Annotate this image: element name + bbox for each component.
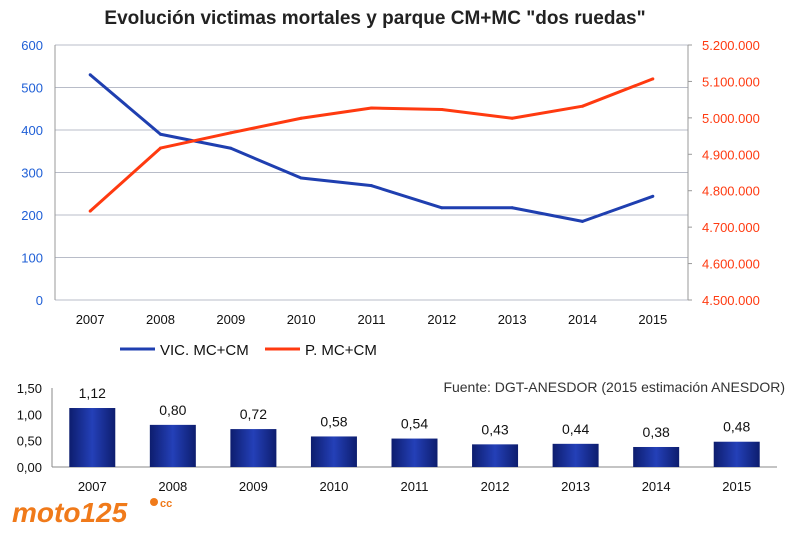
data-point [440, 107, 444, 111]
data-point [159, 146, 162, 150]
bar-data-label: 0,48 [723, 419, 750, 435]
data-point [510, 206, 514, 210]
legend-label-vic: VIC. MC+CM [160, 342, 249, 359]
data-point [159, 132, 162, 136]
x-tick-label: 2008 [146, 312, 175, 327]
x-tick-label: 2011 [358, 312, 386, 327]
y-right-tick-label: 5.100.000 [702, 74, 760, 89]
series-line-0 [89, 73, 654, 223]
data-point [440, 206, 444, 210]
data-point [88, 73, 92, 77]
bar [713, 441, 760, 467]
bar-y-tick-label: 1,00 [17, 407, 42, 422]
bar-y-tick-label: 1,50 [17, 381, 42, 396]
y-left-tick-label: 300 [21, 166, 43, 181]
bar-x-tick-label: 2011 [401, 479, 429, 494]
x-tick-label: 2010 [287, 312, 316, 327]
bar-x-tick-label: 2007 [78, 479, 107, 494]
bar [69, 408, 116, 467]
y-right-tick-label: 5.000.000 [702, 111, 760, 126]
data-point [581, 219, 584, 223]
y-left-tick-label: 400 [21, 123, 43, 138]
y-left-tick-label: 0 [36, 293, 43, 308]
x-tick-label: 2014 [568, 312, 597, 327]
data-point [370, 184, 373, 188]
bar-x-tick-label: 2014 [642, 479, 671, 494]
data-point [651, 77, 655, 81]
data-point [299, 176, 303, 180]
data-point [370, 106, 373, 110]
bar-data-label: 0,80 [159, 402, 186, 418]
x-tick-label: 2007 [76, 312, 105, 327]
svg-text:cc: cc [160, 498, 172, 510]
y-left-tick-label: 200 [21, 208, 43, 223]
bar-x-tick-label: 2009 [239, 479, 268, 494]
logo: moto125 cc [12, 497, 172, 528]
bar-data-label: 1,12 [79, 385, 106, 401]
data-point [88, 209, 92, 213]
bar-data-label: 0,54 [401, 416, 428, 432]
x-tick-label: 2009 [216, 312, 245, 327]
bar-x-tick-label: 2012 [481, 479, 510, 494]
data-point [299, 116, 303, 120]
legend-label-parque: P. MC+CM [305, 342, 377, 359]
y-right-tick-label: 4.600.000 [702, 257, 760, 272]
bar-data-label: 0,44 [562, 421, 589, 437]
bar-data-label: 0,38 [643, 424, 670, 440]
bar-x-tick-label: 2013 [561, 479, 590, 494]
bar [633, 446, 680, 467]
data-point [510, 116, 514, 120]
data-point [229, 146, 233, 150]
bar [149, 424, 196, 467]
chart-title: Evolución victimas mortales y parque CM+… [104, 8, 645, 29]
bar-data-label: 0,72 [240, 406, 267, 422]
bar-x-tick-label: 2010 [319, 479, 348, 494]
y-left-tick-label: 100 [21, 251, 43, 266]
series-line-1 [89, 77, 654, 213]
bar-y-tick-label: 0,00 [17, 460, 42, 475]
bar [230, 429, 277, 467]
bar-x-tick-label: 2015 [722, 479, 751, 494]
bar [310, 436, 357, 467]
y-right-tick-label: 4.800.000 [702, 184, 760, 199]
y-left-tick-label: 600 [21, 38, 43, 53]
svg-text:moto125: moto125 [12, 497, 128, 528]
bar-y-tick-label: 0,50 [17, 434, 42, 449]
bar-x-tick-label: 2008 [158, 479, 187, 494]
legend: VIC. MC+CM P. MC+CM [120, 342, 377, 359]
bar [552, 443, 599, 467]
data-point [651, 194, 655, 198]
y-left-tick-label: 500 [21, 81, 43, 96]
data-point [229, 131, 233, 135]
source-annotation: Fuente: DGT-ANESDOR (2015 estimación ANE… [443, 379, 785, 395]
x-tick-label: 2015 [638, 312, 667, 327]
bar-data-label: 0,43 [481, 421, 508, 437]
y-right-tick-label: 4.700.000 [702, 220, 760, 235]
x-tick-label: 2012 [427, 312, 456, 327]
y-right-tick-label: 5.200.000 [702, 38, 760, 53]
y-right-tick-label: 4.500.000 [702, 293, 760, 308]
data-point [581, 104, 584, 108]
x-tick-label: 2013 [498, 312, 527, 327]
y-right-tick-label: 4.900.000 [702, 147, 760, 162]
bar-data-label: 0,58 [320, 413, 347, 429]
bar [472, 444, 519, 467]
bar [391, 438, 438, 467]
